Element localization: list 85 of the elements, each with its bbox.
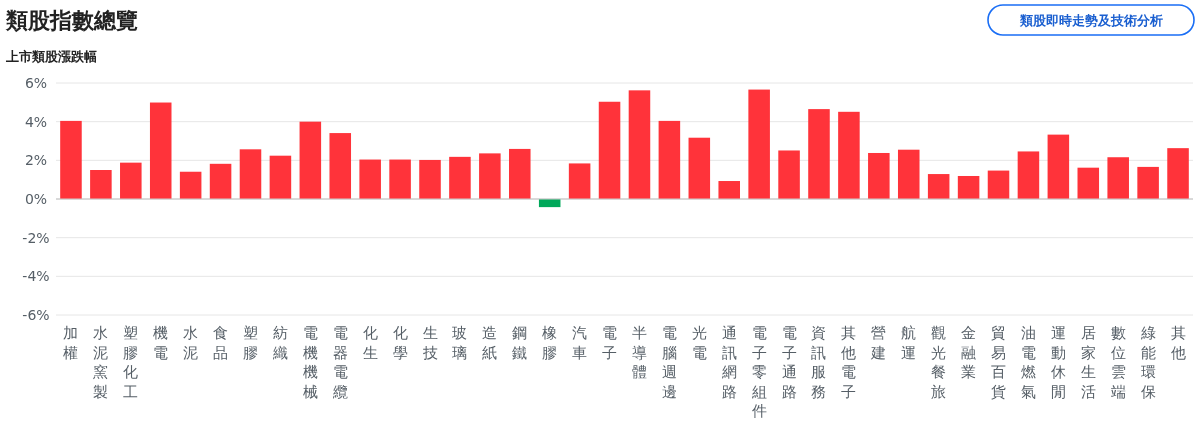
x-tick-label: 電子零組件	[750, 324, 767, 420]
button: 類股即時走勢及技術分析	[987, 4, 1195, 36]
x-tick-label: 半導體	[631, 324, 647, 381]
bar	[628, 90, 651, 199]
x-tick-label: 電器電纜	[331, 324, 348, 401]
bar	[120, 162, 142, 199]
x-tick-label: 電子	[602, 324, 618, 362]
bar	[808, 109, 830, 199]
bar	[927, 174, 950, 199]
x-tick-label: 油電燃氣	[1020, 324, 1036, 401]
bar	[718, 181, 740, 199]
bar	[1137, 166, 1159, 199]
bar	[957, 175, 980, 199]
x-tick-label: 水泥	[183, 324, 199, 362]
x-tick-label: 生技	[421, 324, 438, 362]
bar	[598, 101, 621, 199]
x-tick-label: 運動休閒	[1050, 324, 1066, 401]
bar	[1167, 148, 1189, 199]
bar	[509, 148, 531, 199]
x-tick-label: 電子通路	[781, 324, 797, 401]
x-tick-label: 數位雲端	[1110, 324, 1126, 401]
bar	[688, 137, 711, 199]
x-tick-label: 資訊服務	[811, 324, 827, 401]
x-tick-label: 電腦週邊	[661, 324, 677, 401]
x-tick-label: 光電	[691, 324, 707, 362]
x-tick-label: 貿易百貨	[991, 324, 1007, 401]
chart-title: 類股指數總覽	[5, 8, 138, 33]
bar	[239, 149, 262, 199]
x-tick-label: 化生	[362, 324, 378, 362]
x-tick-label: 造紙	[482, 324, 498, 362]
bar	[1017, 151, 1040, 199]
x-tick-label: 玻璃	[452, 324, 468, 362]
bar	[90, 170, 112, 199]
bar	[568, 163, 591, 199]
x-tick-label: 水泥窯製	[93, 324, 109, 401]
x-tick-label: 觀光餐旅	[931, 324, 947, 401]
x-tick-label: 橡膠	[542, 324, 558, 362]
x-tick-label: 綠能環保	[1139, 324, 1156, 401]
bar	[838, 111, 860, 199]
x-tick-label: 塑膠化工	[123, 324, 139, 401]
y-tick-label: -6%	[22, 307, 50, 323]
y-tick-label: 4%	[24, 113, 48, 130]
bar	[1107, 157, 1129, 199]
bar	[209, 163, 232, 199]
bar	[748, 89, 770, 199]
bar	[60, 120, 82, 199]
x-tick-label: 食品	[213, 324, 229, 362]
bar	[329, 133, 352, 199]
x-tick-label: 通訊網路	[720, 324, 737, 401]
bar	[179, 171, 202, 199]
chart-subtitle: 上市類股漲跌幅	[5, 49, 97, 64]
x-tick-label: 居家生活	[1080, 324, 1096, 401]
x-tick-label: 紡織	[271, 324, 288, 362]
x-tick-label: 機電	[153, 324, 169, 362]
bar	[1047, 134, 1070, 199]
bar	[479, 153, 501, 199]
x-tick-label: 加權	[63, 324, 79, 362]
x-tick-label: 營建	[870, 324, 887, 362]
y-tick-label: 6%	[24, 75, 48, 91]
bar	[149, 102, 172, 199]
x-tick-label: 其他電子	[841, 324, 857, 401]
bar	[987, 170, 1010, 199]
y-tick-label: 0%	[24, 191, 48, 207]
y-tick-label: -2%	[22, 229, 50, 246]
bar	[778, 150, 800, 199]
y-tick-label: -4%	[22, 268, 50, 285]
bar	[389, 159, 411, 199]
bar	[658, 120, 681, 199]
x-tick-label: 航運	[901, 324, 917, 362]
x-tick-label: 電機機械	[302, 324, 318, 401]
x-tick-label: 鋼鐵	[512, 324, 528, 362]
bar	[419, 159, 441, 199]
x-tick-label: 塑膠	[242, 324, 258, 362]
bar	[868, 152, 890, 199]
bar	[897, 149, 920, 199]
bar	[449, 156, 471, 199]
bar	[299, 121, 322, 199]
bar	[269, 155, 292, 199]
x-tick-label: 金融業	[961, 324, 977, 381]
y-tick-label: 2%	[24, 152, 48, 169]
x-tick-label: 化學	[392, 324, 408, 362]
x-tick-label: 其他	[1170, 324, 1186, 362]
x-tick-label: 汽車	[572, 324, 588, 362]
bar	[1077, 167, 1100, 199]
bar	[359, 159, 381, 199]
